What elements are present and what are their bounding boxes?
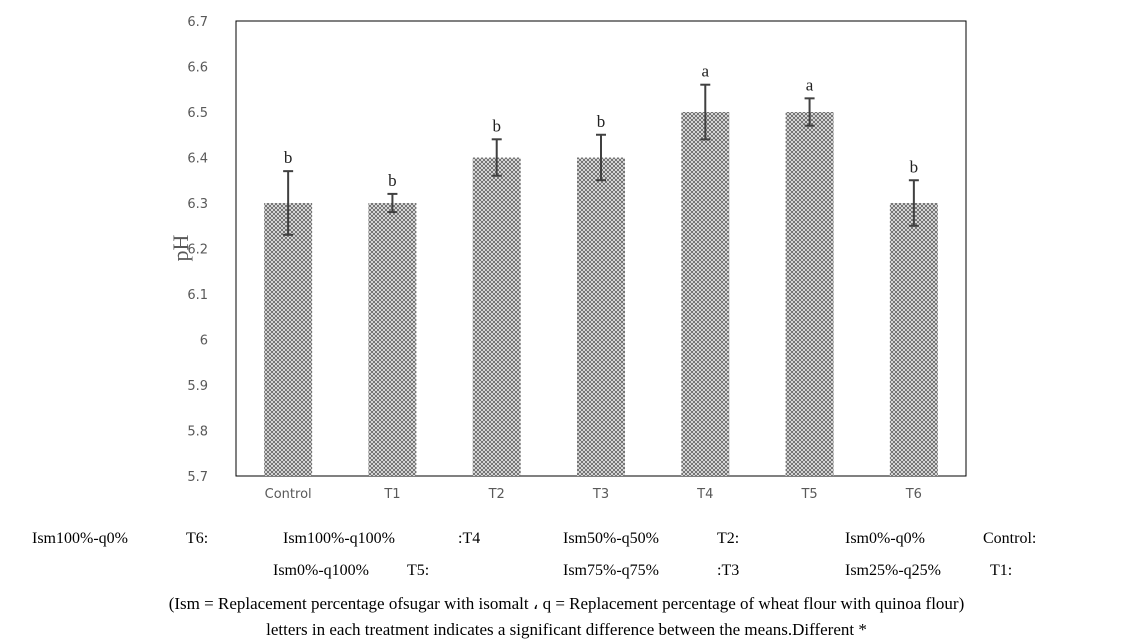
bar xyxy=(472,157,521,476)
legend-row1-item-7: Control: xyxy=(983,530,1037,547)
bar xyxy=(577,157,625,476)
x-axis-ticks: Control T1 T2 T3 T4 T5 T6 xyxy=(265,487,922,500)
x-tick-label: T3 xyxy=(592,487,609,500)
y-tick-label: 6.7 xyxy=(187,15,208,30)
y-tick-label: 6.6 xyxy=(187,61,208,76)
significance-letter: b xyxy=(597,112,606,131)
significance-letter: b xyxy=(284,148,293,167)
definition-note: (Ism = Replacement percentage ofsugar wi… xyxy=(168,594,965,613)
error-bar xyxy=(908,179,919,227)
bar xyxy=(368,203,417,476)
significance-letter: a xyxy=(806,75,814,94)
legend-row2-item-5: T1: xyxy=(990,562,1013,579)
legend-row1-item-3: :T4 xyxy=(458,530,481,547)
legend-row1-item-2: Ism100%-q100% xyxy=(283,530,395,547)
error-bar xyxy=(387,192,398,214)
bar xyxy=(889,203,938,476)
y-tick-label: 6 xyxy=(200,334,208,349)
error-bar xyxy=(804,97,815,127)
legend-row1-item-0: Ism100%-q0% xyxy=(32,530,128,547)
legend-row1-item-5: T2: xyxy=(717,530,740,547)
error-bar xyxy=(491,138,502,177)
y-tick-label: 6.3 xyxy=(187,197,208,212)
y-axis-label: pH xyxy=(168,234,193,261)
y-tick-label: 5.8 xyxy=(187,425,208,440)
error-bars xyxy=(283,83,919,236)
y-tick-label: 6.2 xyxy=(187,243,208,258)
bar xyxy=(785,112,834,476)
legend-row2-item-2: Ism75%-q75% xyxy=(563,562,659,579)
error-bar xyxy=(596,133,606,182)
legend-row2-item-1: T5: xyxy=(407,562,430,579)
legend-row2-item-0: Ism0%-q100% xyxy=(273,562,369,579)
y-axis-ticks: 6.7 6.6 6.5 6.4 6.3 6.2 6.1 6 5.9 5.8 5.7 xyxy=(187,15,208,485)
y-tick-label: 6.4 xyxy=(187,152,208,167)
x-tick-label: Control xyxy=(265,487,312,500)
bar xyxy=(264,203,313,476)
significance-letter: b xyxy=(492,116,501,135)
error-bar xyxy=(283,170,294,236)
significance-letters: b b b b a a b xyxy=(284,62,918,190)
legend-row1-item-1: T6: xyxy=(186,530,209,547)
significance-note: letters in each treatment indicates a si… xyxy=(266,620,867,639)
legend-row1-item-4: Ism50%-q50% xyxy=(563,530,659,547)
significance-letter: b xyxy=(910,157,919,176)
bar-chart: 6.7 6.6 6.5 6.4 6.3 6.2 6.1 6 5.9 5.8 5.7 b b b b a ab … xyxy=(168,15,967,500)
y-tick-label: 5.9 xyxy=(187,379,208,394)
x-tick-label: T5 xyxy=(800,487,817,500)
bar xyxy=(681,112,730,476)
x-tick-label: T4 xyxy=(696,487,713,500)
legend-row1-item-6: Ism0%-q0% xyxy=(845,530,925,547)
significance-letter: a xyxy=(702,62,710,81)
x-tick-label: T1 xyxy=(383,487,400,500)
x-tick-label: T2 xyxy=(488,487,505,500)
legend-row2-item-3: :T3 xyxy=(717,562,740,579)
error-bar xyxy=(700,83,711,141)
y-tick-label: 6.1 xyxy=(187,288,208,303)
y-tick-label: 6.5 xyxy=(187,106,208,121)
x-tick-label: T6 xyxy=(905,487,922,500)
y-tick-label: 5.7 xyxy=(187,470,208,485)
significance-letter: b xyxy=(388,171,397,190)
bars xyxy=(264,112,938,476)
legend-row2-item-4: Ism25%-q25% xyxy=(845,562,941,579)
